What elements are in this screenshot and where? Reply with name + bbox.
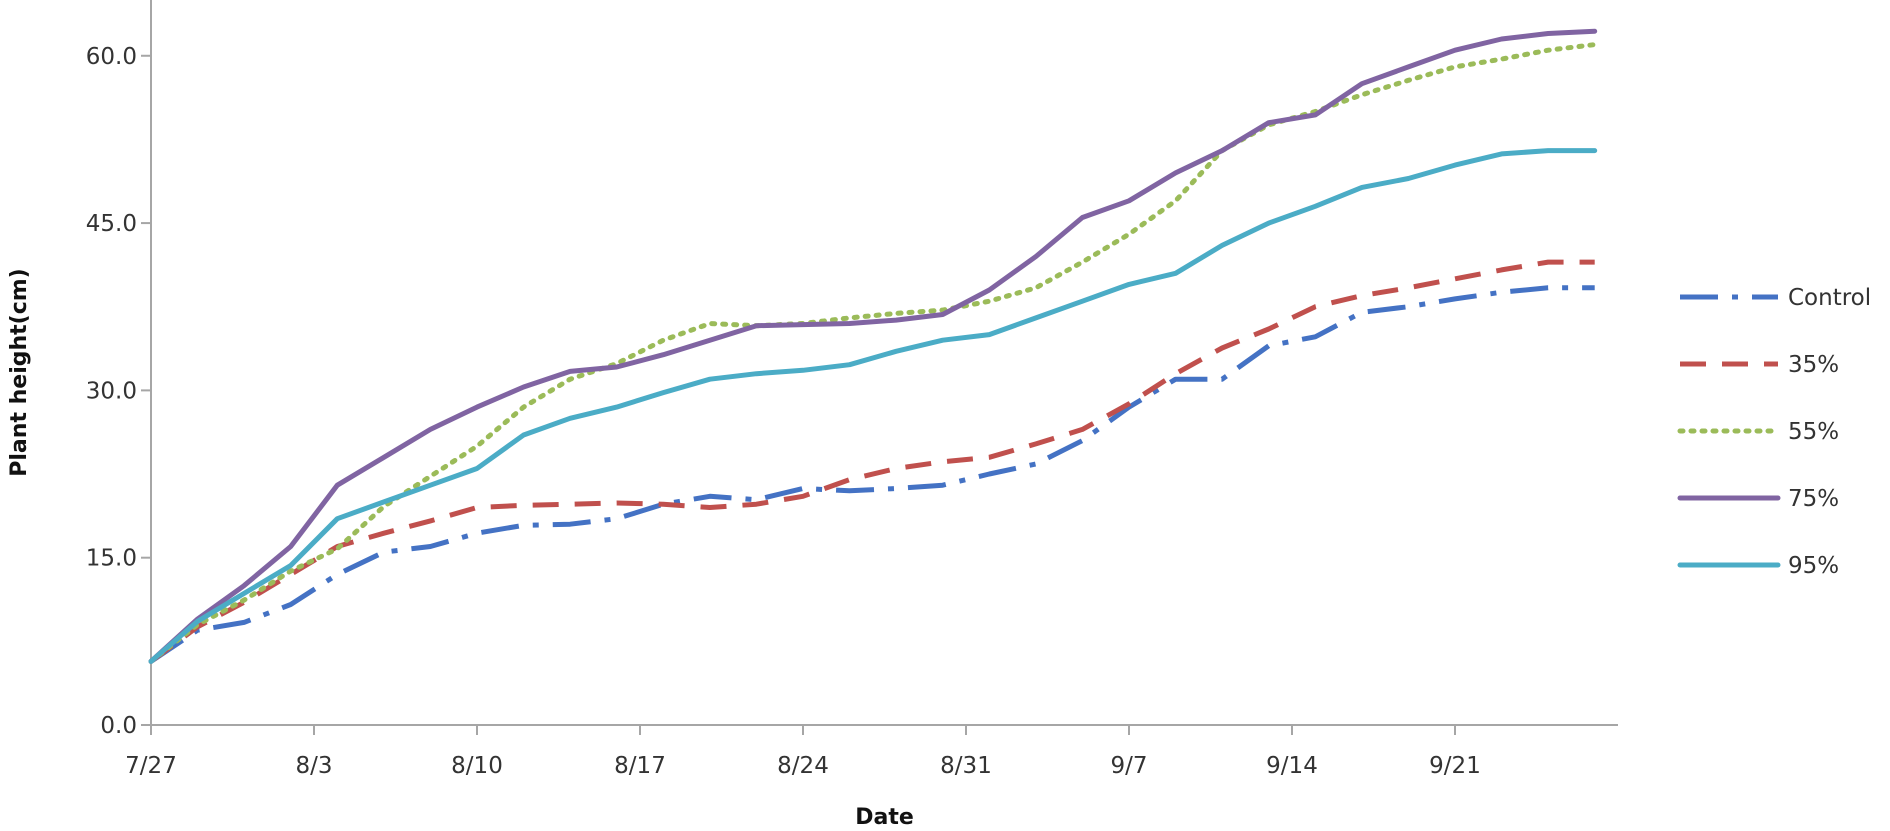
x-tick-label: 9/21 [1429, 753, 1481, 779]
y-tick-label: 60.0 [86, 44, 137, 70]
series-line-2 [148, 42, 1598, 664]
y-axis-title: Plant height(cm) [7, 268, 32, 476]
series-line-4 [148, 148, 1598, 664]
x-tick-label: 8/10 [451, 753, 503, 779]
x-tick-label: 9/14 [1266, 753, 1318, 779]
x-tick-label: 8/31 [940, 753, 992, 779]
series-lines [148, 28, 1598, 664]
legend-label-2: 55% [1788, 419, 1839, 445]
series-line-3 [148, 28, 1598, 664]
y-tick-label: 30.0 [86, 378, 137, 404]
series-line-0 [149, 285, 1595, 664]
legend-label-3: 75% [1788, 486, 1839, 512]
legend: Control 35% 55% 75% 95% [1677, 285, 1871, 579]
x-tick-label: 8/3 [295, 753, 332, 779]
y-tick-label: 15.0 [86, 546, 137, 572]
y-tick-label: 0.0 [100, 713, 137, 739]
series-line-1 [149, 259, 1595, 664]
x-tick-label: 8/17 [614, 753, 666, 779]
legend-label-4: 95% [1788, 553, 1839, 579]
x-axis-title: Date [855, 805, 914, 830]
x-tick-label: 8/24 [777, 753, 829, 779]
y-tick-label: 45.0 [86, 211, 137, 237]
legend-label-1: 35% [1788, 352, 1839, 378]
x-tick-label: 7/27 [125, 753, 177, 779]
x-axis: 7/27 8/3 8/10 8/17 8/24 8/31 9/7 9/14 9/21 [125, 724, 1618, 779]
y-axis: 0.0 15.0 30.0 45.0 60.0 [86, 0, 152, 739]
legend-label-0: Control [1788, 285, 1871, 311]
x-tick-label: 9/7 [1110, 753, 1147, 779]
